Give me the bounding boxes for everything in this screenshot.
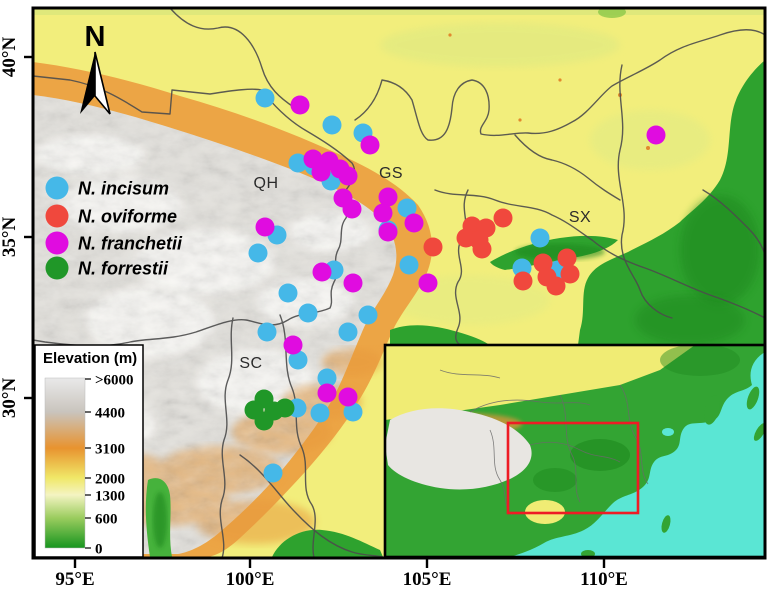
legend-label-n-forrestii: N. forrestii: [78, 259, 169, 279]
point-n-franchetii: [379, 223, 398, 242]
point-n-franchetii: [313, 263, 332, 282]
point-n-franchetii: [374, 204, 393, 223]
point-n-forrestii: [276, 399, 295, 418]
point-n-incisum: [323, 116, 342, 135]
point-n-incisum: [299, 304, 318, 323]
region-label-sc: SC: [239, 355, 262, 372]
point-n-franchetii: [405, 214, 424, 233]
point-n-oviforme: [561, 265, 580, 284]
distribution-map: QH GS SX SC N N. incisum N. oviforme N. franc…: [0, 0, 780, 596]
x-tick-label: 105°E: [403, 569, 452, 590]
region-label-gs: GS: [379, 165, 403, 182]
legend-label-n-oviforme: N. oviforme: [78, 207, 177, 227]
point-n-franchetii: [256, 218, 275, 237]
elevation-tick-label: >6000: [95, 373, 134, 389]
inset-tarim-basin: [376, 375, 448, 409]
elevation-legend-title: Elevation (m): [43, 350, 137, 367]
legend-label-n-incisum: N. incisum: [78, 179, 169, 199]
region-label-qh: QH: [254, 175, 279, 192]
point-n-incisum: [264, 464, 283, 483]
point-n-forrestii: [255, 412, 274, 431]
x-tick-label: 100°E: [226, 569, 275, 590]
point-n-franchetii: [647, 126, 666, 145]
legend-swatch-n-incisum: [46, 177, 69, 200]
legend-swatch-n-oviforme: [46, 205, 69, 228]
point-n-franchetii: [339, 167, 358, 186]
inset-green-hills: [570, 439, 630, 471]
x-tick-label: 95°E: [55, 569, 94, 590]
point-n-franchetii: [419, 274, 438, 293]
elevation-tick-label: 2000: [95, 472, 125, 488]
point-n-oviforme: [473, 240, 492, 259]
point-n-oviforme: [558, 249, 577, 268]
point-n-oviforme: [424, 238, 443, 257]
region-label-sx: SX: [569, 209, 591, 226]
y-tick-label: 30°N: [0, 378, 20, 419]
elevation-tick-label: 0: [95, 542, 103, 558]
inset-map-content: [376, 344, 768, 558]
point-n-oviforme: [494, 209, 513, 228]
legend-label-n-franchetii: N. franchetii: [78, 234, 183, 254]
point-n-franchetii: [318, 384, 337, 403]
point-n-franchetii: [339, 388, 358, 407]
elevation-tick-label: 600: [95, 512, 118, 528]
terrain-tint: [380, 23, 620, 67]
point-n-incisum: [249, 244, 268, 263]
point-n-franchetii: [343, 200, 362, 219]
point-n-incisum: [339, 323, 358, 342]
elevation-colorbar: [45, 378, 85, 548]
point-n-incisum: [258, 323, 277, 342]
point-n-incisum: [256, 89, 275, 108]
point-n-oviforme: [514, 272, 533, 291]
legend-swatch-n-franchetii: [46, 232, 69, 255]
point-n-incisum: [279, 284, 298, 303]
point-n-incisum: [359, 306, 378, 325]
point-n-franchetii: [284, 336, 303, 355]
elevation-tick-label: 3100: [95, 442, 125, 458]
inset-green-hills: [660, 344, 740, 376]
north-arrow-label: N: [85, 21, 106, 53]
elevation-tick-label: 1300: [95, 489, 125, 505]
point-n-franchetii: [291, 96, 310, 115]
point-n-franchetii: [312, 163, 331, 182]
elevation-tick-label: 4400: [95, 406, 125, 422]
point-n-franchetii: [361, 136, 380, 155]
figure-canvas: QH GS SX SC N N. incisum N. oviforme N. franc…: [0, 0, 780, 596]
point-n-incisum: [531, 229, 550, 248]
y-tick-label: 35°N: [0, 217, 20, 258]
inset-map: [376, 344, 768, 558]
inset-bohai-bay: [662, 428, 674, 436]
point-n-franchetii: [344, 274, 363, 293]
point-n-incisum: [311, 404, 330, 423]
inset-green-hills: [533, 468, 577, 492]
elevation-legend: Elevation (m) >6000 4400 3100 20001300 600 0: [35, 345, 143, 558]
y-tick-label: 40°N: [0, 37, 20, 78]
x-tick-label: 110°E: [580, 569, 628, 590]
point-n-incisum: [400, 256, 419, 275]
legend-swatch-n-forrestii: [46, 257, 69, 280]
